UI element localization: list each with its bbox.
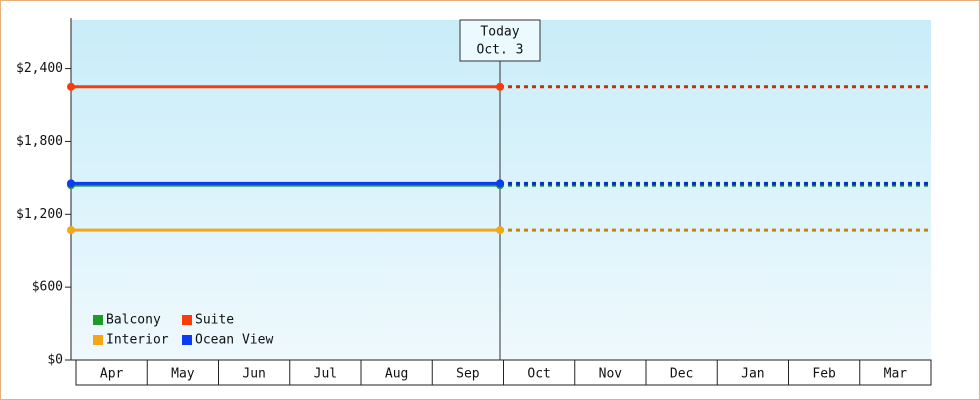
x-tick-label: Feb: [812, 367, 836, 382]
x-tick-label: Oct: [527, 367, 550, 382]
series-point: [496, 82, 504, 91]
legend-swatch: [93, 335, 103, 345]
x-tick-label: Jun: [242, 367, 265, 382]
x-tick-label: Mar: [884, 367, 908, 382]
y-tick-label: $600: [32, 280, 63, 295]
y-tick-label: $0: [47, 353, 63, 368]
x-tick-label: May: [171, 367, 195, 382]
x-tick-label: Nov: [599, 367, 623, 382]
legend-label: Interior: [106, 333, 169, 348]
series-point: [496, 226, 504, 235]
today-label: Today: [480, 25, 519, 40]
y-tick-label: $1,200: [16, 207, 63, 222]
legend-swatch: [182, 335, 192, 345]
x-tick-label: Apr: [100, 367, 124, 382]
series-point: [67, 226, 75, 235]
series-point: [496, 179, 504, 188]
x-tick-label: Sep: [456, 367, 480, 382]
series-point: [67, 82, 75, 91]
x-tick-label: Aug: [385, 367, 408, 382]
legend-swatch: [182, 315, 192, 325]
legend-label: Balcony: [106, 313, 161, 328]
legend-label: Ocean View: [195, 333, 273, 348]
today-box: [459, 19, 541, 62]
today-date: Oct. 3: [477, 43, 524, 58]
x-tick-label: Jul: [314, 367, 337, 382]
y-tick-label: $2,400: [16, 61, 63, 76]
legend-label: Suite: [195, 313, 234, 328]
x-tick-label: Dec: [670, 367, 693, 382]
legend-swatch: [93, 315, 103, 325]
x-tick-label: Jan: [741, 367, 764, 382]
plot-area: [71, 20, 931, 360]
y-tick-label: $1,800: [16, 134, 63, 149]
series-point: [67, 179, 75, 188]
